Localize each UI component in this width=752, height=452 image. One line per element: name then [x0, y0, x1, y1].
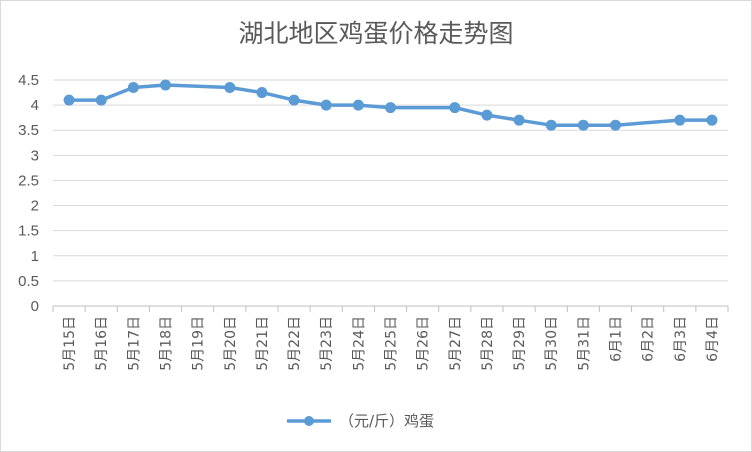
data-point — [288, 94, 300, 106]
x-tick-label: 5月21日 — [255, 316, 271, 371]
x-tick-label: 5月18日 — [159, 316, 175, 371]
data-point — [256, 87, 268, 99]
data-point — [160, 79, 171, 91]
y-tick-label: 3.5 — [18, 122, 39, 139]
x-tick-label: 5月20日 — [223, 316, 239, 371]
data-point — [610, 119, 621, 131]
x-tick-label: 5月26日 — [416, 316, 432, 371]
y-tick-label: 0.5 — [18, 273, 39, 290]
y-tick-label: 3 — [31, 147, 39, 164]
data-point — [352, 99, 364, 111]
legend-marker — [304, 416, 314, 426]
legend: （元/斤）鸡蛋 — [287, 412, 434, 430]
y-tick-label: 2 — [31, 198, 39, 215]
data-point — [513, 114, 525, 126]
legend-label: （元/斤）鸡蛋 — [339, 412, 434, 430]
data-point — [385, 102, 396, 114]
data-point — [224, 82, 236, 94]
data-point — [320, 99, 332, 111]
y-tick-label: 0 — [31, 298, 39, 315]
x-tick-label: 5月30日 — [544, 316, 560, 371]
x-tick-label: 6月2日 — [641, 316, 657, 362]
y-tick-label: 1 — [31, 248, 39, 265]
x-tick-label: 5月17日 — [126, 316, 142, 371]
y-tick-label: 1.5 — [18, 223, 39, 240]
x-tick-label: 6月1日 — [609, 316, 625, 362]
x-tick-label: 6月4日 — [705, 316, 721, 362]
x-tick-label: 5月31日 — [576, 316, 592, 371]
x-tick-label: 5月25日 — [384, 316, 400, 371]
x-tick-label: 5月15日 — [62, 316, 78, 371]
x-tick-label: 5月28日 — [480, 316, 496, 371]
y-tick-label: 4 — [31, 97, 39, 114]
data-point — [577, 119, 589, 131]
data-point — [481, 109, 493, 121]
x-tick-label: 5月22日 — [287, 316, 303, 371]
data-point — [674, 114, 686, 126]
x-tick-label: 5月19日 — [191, 316, 207, 371]
x-tick-label: 5月24日 — [351, 316, 367, 371]
x-tick-label: 5月16日 — [94, 316, 110, 371]
chart-title: 湖北地区鸡蛋价格走势图 — [238, 19, 514, 48]
data-point — [95, 94, 107, 106]
x-tick-label: 5月27日 — [448, 316, 464, 371]
data-point — [545, 119, 557, 131]
data-point — [706, 114, 718, 126]
data-point — [127, 82, 139, 94]
x-tick-label: 6月3日 — [673, 316, 689, 362]
data-point — [449, 102, 461, 114]
y-tick-label: 2.5 — [18, 172, 39, 189]
x-tick-label: 5月29日 — [512, 316, 528, 371]
x-tick-label: 5月23日 — [319, 316, 335, 371]
y-tick-label: 4.5 — [18, 72, 39, 89]
data-point — [63, 94, 75, 106]
